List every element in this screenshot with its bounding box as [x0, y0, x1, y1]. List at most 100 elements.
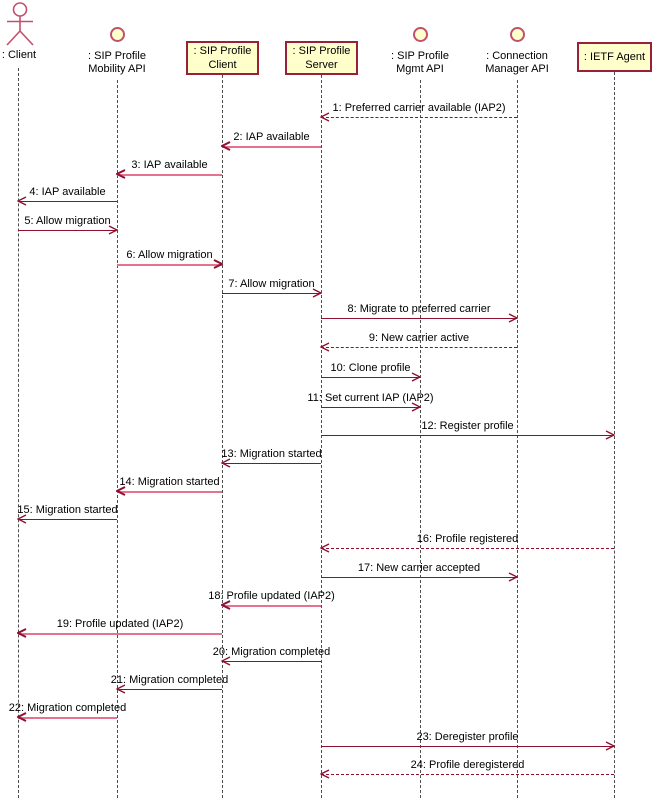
message-8: 8: Migrate to preferred carrier	[321, 303, 518, 323]
message-11-label: 11: Set current IAP (IAP2)	[307, 392, 434, 404]
message-19-label: 19: Profile updated (IAP2)	[56, 618, 184, 630]
message-14-label: 14: Migration started	[119, 476, 220, 488]
message-7: 7: Allow migration	[222, 278, 322, 298]
object-box-ietf-agent: : IETF Agent	[577, 42, 652, 72]
message-14: 14: Migration started	[116, 476, 222, 496]
message-12: 12: Register profile	[321, 420, 615, 440]
message-12-label: 12: Register profile	[421, 420, 514, 432]
arrowhead-right-icon	[411, 372, 421, 382]
message-7-line	[222, 293, 321, 294]
message-23: 23: Deregister profile	[321, 731, 615, 751]
message-5-label: 5: Allow migration	[24, 215, 111, 227]
message-9-label: 9: New carrier active	[368, 332, 470, 344]
message-24-label: 24: Profile deregistered	[410, 759, 525, 771]
message-20-line	[222, 661, 321, 662]
message-2: 2: IAP available	[221, 131, 321, 151]
actor-client-icon	[6, 2, 34, 46]
arrowhead-right-icon	[508, 572, 518, 582]
message-5: 5: Allow migration	[18, 215, 118, 235]
message-17-line	[321, 577, 517, 578]
arrowhead-right-icon	[108, 225, 118, 235]
message-24: 24: Profile deregistered	[320, 759, 614, 779]
arrowhead-right-icon	[312, 288, 322, 298]
lifeline-connection-manager-api	[517, 80, 518, 798]
message-16-label: 16: Profile registered	[416, 533, 519, 545]
arrowhead-right-icon	[411, 402, 421, 412]
arrowhead-left-icon	[116, 684, 126, 694]
message-21-line	[117, 689, 222, 690]
arrowhead-left-icon	[221, 141, 231, 151]
message-22-label: 22: Migration completed	[8, 702, 127, 714]
arrowhead-left-icon	[221, 458, 231, 468]
message-18-label: 18: Profile updated (IAP2)	[208, 590, 335, 602]
arrowhead-left-icon	[320, 342, 330, 352]
message-4-label: 4: IAP available	[29, 186, 106, 198]
message-2-line	[222, 146, 321, 148]
message-3: 3: IAP available	[116, 159, 222, 179]
message-15-label: 15: Migration started	[17, 504, 118, 516]
message-8-label: 8: Migrate to preferred carrier	[347, 303, 491, 315]
message-9: 9: New carrier active	[320, 332, 517, 352]
arrowhead-left-icon	[320, 112, 330, 122]
message-17: 17: New carrier accepted	[321, 562, 518, 582]
message-22: 22: Migration completed	[9, 702, 126, 722]
message-11: 11: Set current IAP (IAP2)	[307, 392, 434, 412]
message-10-line	[321, 377, 420, 378]
message-16: 16: Profile registered	[320, 533, 614, 553]
message-21-label: 21: Migration completed	[110, 674, 229, 686]
interface-circle-icon-mgmt-api	[413, 27, 428, 42]
message-2-label: 2: IAP available	[233, 131, 310, 143]
arrowhead-left-icon	[320, 769, 330, 779]
message-6: 6: Allow migration	[117, 249, 223, 269]
object-box-sip-profile-client: : SIP Profile Client	[186, 41, 259, 75]
participant-label-mgmt-api: : SIP Profile Mgmt API	[391, 50, 449, 75]
arrowhead-left-icon	[320, 543, 330, 553]
arrowhead-left-icon	[116, 486, 126, 496]
message-16-line	[321, 548, 614, 549]
message-6-line	[117, 264, 222, 266]
message-15-line	[18, 519, 117, 520]
interface-circle-icon-connection-manager-api	[510, 27, 525, 42]
arrowhead-left-icon	[221, 656, 231, 666]
message-3-label: 3: IAP available	[131, 159, 208, 171]
message-18: 18: Profile updated (IAP2)	[208, 590, 335, 610]
participant-label-connection-manager-api: : Connection Manager API	[485, 50, 549, 75]
message-13-label: 13: Migration started	[221, 448, 322, 460]
lifeline-sip-profile-client	[222, 75, 223, 798]
object-box-sip-profile-server: : SIP Profile Server	[285, 41, 358, 75]
message-6-label: 6: Allow migration	[126, 249, 213, 261]
message-18-line	[222, 605, 321, 607]
interface-circle-icon-mobility-api	[110, 27, 125, 42]
message-1-line	[321, 117, 517, 118]
message-12-line	[321, 435, 614, 436]
message-23-line	[321, 746, 614, 747]
lifeline-sip-profile-server	[321, 75, 322, 798]
lifeline-client	[18, 68, 19, 798]
arrowhead-left-icon	[221, 600, 231, 610]
message-22-line	[18, 717, 117, 719]
message-17-label: 17: New carrier accepted	[357, 562, 481, 574]
message-4: 4: IAP available	[17, 186, 117, 206]
message-24-line	[321, 774, 614, 775]
message-3-line	[117, 174, 222, 176]
message-5-line	[18, 230, 117, 231]
participant-label-client: : Client	[1, 49, 37, 61]
message-10: 10: Clone profile	[321, 362, 421, 382]
message-10-label: 10: Clone profile	[330, 362, 411, 374]
message-21: 21: Migration completed	[111, 674, 228, 694]
message-7-label: 7: Allow migration	[228, 278, 315, 290]
message-1-label: 1: Preferred carrier available (IAP2)	[332, 102, 506, 114]
message-4-line	[18, 201, 117, 202]
message-1: 1: Preferred carrier available (IAP2)	[320, 102, 517, 122]
arrowhead-left-icon	[116, 169, 126, 179]
message-11-line	[321, 407, 420, 408]
lifeline-mgmt-api	[420, 80, 421, 798]
message-19: 19: Profile updated (IAP2)	[17, 618, 222, 638]
message-9-line	[321, 347, 517, 348]
arrowhead-right-icon	[605, 741, 615, 751]
message-15: 15: Migration started	[17, 504, 118, 524]
arrowhead-right-icon	[213, 259, 223, 269]
message-14-line	[117, 491, 222, 493]
arrowhead-left-icon	[17, 628, 27, 638]
